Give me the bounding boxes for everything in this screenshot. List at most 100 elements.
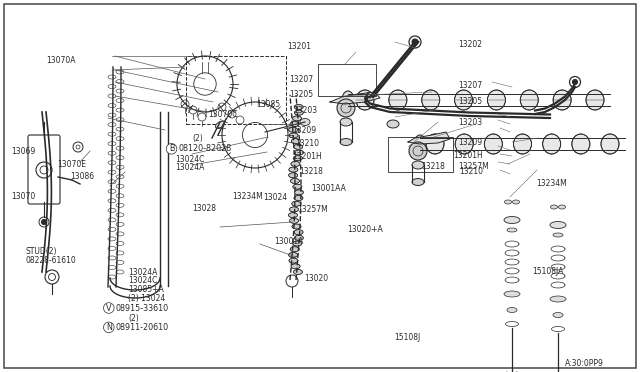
Text: 13203: 13203 [458, 118, 483, 126]
Text: (2) 13024: (2) 13024 [128, 294, 165, 303]
Ellipse shape [559, 205, 566, 209]
Text: A:30:0PP9: A:30:0PP9 [565, 359, 604, 369]
Text: (2): (2) [192, 134, 203, 143]
Ellipse shape [290, 247, 300, 252]
Ellipse shape [504, 217, 520, 224]
Text: 13069: 13069 [12, 147, 36, 155]
Ellipse shape [356, 90, 374, 110]
Ellipse shape [455, 134, 473, 154]
Ellipse shape [291, 139, 300, 144]
Text: 13257M: 13257M [458, 162, 489, 171]
Text: 13218: 13218 [421, 162, 445, 171]
Circle shape [409, 142, 427, 160]
Ellipse shape [513, 134, 531, 154]
Text: 13001AA: 13001AA [312, 184, 346, 193]
Text: 13234M: 13234M [232, 192, 263, 201]
Circle shape [337, 99, 355, 117]
Ellipse shape [289, 173, 298, 178]
Text: 13207: 13207 [458, 81, 483, 90]
Text: 13085+A: 13085+A [128, 285, 164, 294]
Circle shape [573, 80, 577, 84]
Text: 13024A: 13024A [128, 268, 157, 277]
Ellipse shape [389, 90, 407, 110]
Text: 13205: 13205 [289, 90, 314, 99]
Ellipse shape [412, 179, 424, 186]
Ellipse shape [289, 213, 298, 218]
Text: 13201: 13201 [287, 42, 311, 51]
Ellipse shape [294, 269, 303, 275]
Ellipse shape [340, 118, 352, 126]
Ellipse shape [294, 230, 303, 235]
Text: 08228-61610: 08228-61610 [26, 256, 76, 265]
Ellipse shape [291, 161, 300, 166]
Text: 13086: 13086 [70, 172, 95, 181]
Text: 13024A: 13024A [175, 163, 204, 172]
Text: 13257M: 13257M [298, 205, 328, 214]
Circle shape [412, 39, 418, 45]
Text: 13070C: 13070C [208, 110, 237, 119]
Text: (2): (2) [128, 314, 139, 323]
Ellipse shape [412, 161, 424, 169]
Text: 13218: 13218 [300, 167, 323, 176]
Text: 08911-20610: 08911-20610 [116, 323, 169, 332]
Ellipse shape [601, 134, 619, 154]
Ellipse shape [553, 312, 563, 317]
Text: 13020: 13020 [305, 274, 329, 283]
Text: 13070: 13070 [12, 192, 36, 201]
Ellipse shape [543, 134, 561, 154]
Text: 15108J: 15108J [394, 333, 420, 342]
Text: 13001A: 13001A [274, 237, 303, 246]
Ellipse shape [507, 308, 517, 312]
Ellipse shape [504, 291, 520, 297]
Ellipse shape [291, 264, 300, 269]
Text: STUD(2): STUD(2) [26, 247, 57, 256]
Ellipse shape [289, 167, 298, 172]
Ellipse shape [520, 90, 538, 110]
Text: 13024C: 13024C [175, 155, 204, 164]
Text: N: N [106, 323, 112, 332]
Text: 13020+A: 13020+A [348, 225, 383, 234]
Ellipse shape [422, 90, 440, 110]
Ellipse shape [504, 200, 511, 204]
Circle shape [42, 219, 47, 224]
Ellipse shape [292, 116, 301, 121]
Ellipse shape [513, 200, 520, 204]
Text: 13202: 13202 [458, 40, 482, 49]
Ellipse shape [289, 207, 298, 212]
Ellipse shape [414, 135, 426, 153]
Text: 13201H: 13201H [453, 151, 483, 160]
Ellipse shape [342, 91, 354, 109]
Text: 08120-82028: 08120-82028 [179, 144, 232, 153]
Text: 13210: 13210 [296, 139, 319, 148]
Ellipse shape [290, 122, 299, 126]
Ellipse shape [300, 119, 310, 125]
Ellipse shape [291, 179, 300, 183]
Ellipse shape [289, 218, 299, 223]
Ellipse shape [454, 90, 472, 110]
Ellipse shape [340, 138, 352, 145]
Text: 13207: 13207 [289, 76, 314, 84]
Ellipse shape [507, 228, 517, 232]
Text: 13085: 13085 [256, 100, 280, 109]
FancyBboxPatch shape [28, 135, 60, 204]
Text: 13210: 13210 [460, 167, 483, 176]
Ellipse shape [294, 144, 303, 149]
Polygon shape [330, 92, 380, 104]
Ellipse shape [553, 233, 563, 237]
Ellipse shape [294, 110, 303, 115]
Ellipse shape [293, 184, 302, 189]
Ellipse shape [292, 201, 301, 206]
Ellipse shape [553, 90, 571, 110]
Ellipse shape [293, 156, 302, 161]
Ellipse shape [294, 190, 303, 195]
Text: 13209: 13209 [292, 126, 316, 135]
Text: 13205: 13205 [458, 97, 483, 106]
Ellipse shape [294, 150, 303, 155]
Text: 13201H: 13201H [292, 152, 321, 161]
Ellipse shape [387, 120, 399, 128]
Ellipse shape [289, 253, 298, 257]
Ellipse shape [586, 90, 604, 110]
Polygon shape [408, 132, 450, 144]
Ellipse shape [294, 235, 303, 240]
Text: V: V [106, 304, 111, 312]
